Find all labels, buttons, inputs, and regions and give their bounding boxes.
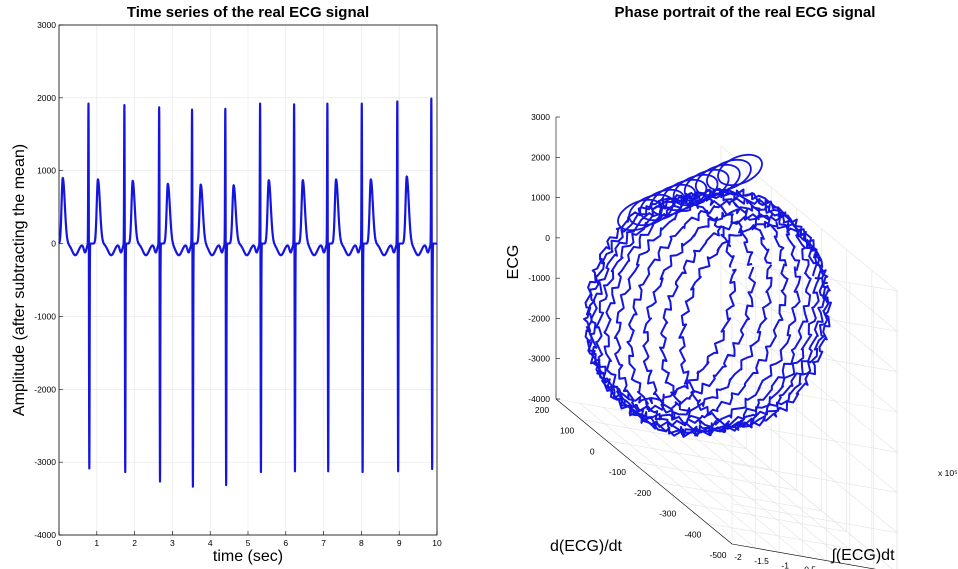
x-axis-line [731, 543, 876, 569]
floor-gridline [681, 502, 847, 532]
y-tick-label: -3000 [34, 457, 56, 467]
y3d-tick-label: 0 [590, 446, 595, 456]
floor-gridline [631, 460, 797, 491]
phase-portrait-series [583, 153, 832, 438]
phase-loop [659, 213, 830, 433]
z-tick-label: -3000 [528, 354, 550, 364]
wall-gridline [731, 503, 898, 534]
ecg-series-line [57, 97, 439, 488]
x3d-tick-label: -1 [781, 560, 789, 569]
y3d-tick-label: -300 [659, 509, 676, 519]
y-tick-label: 0 [51, 239, 56, 249]
z-tick-label: 1000 [531, 193, 550, 203]
phase-portrait-title: Phase portrait of the real ECG signal [615, 4, 876, 21]
x-tick-label: 5 [246, 538, 251, 548]
z-tick-label: -2000 [528, 313, 550, 323]
y3d-tick-label: -500 [709, 550, 726, 560]
phase-portrait-y-ticks: 200 100 0 -100 -200 -300 -400 -500 [535, 405, 727, 560]
x-tick-label: 4 [208, 538, 213, 548]
phase-loop [583, 196, 737, 405]
phase-loop [603, 187, 802, 436]
z-tick-label: 3000 [531, 112, 550, 122]
wall-gridline [720, 427, 893, 569]
x-tick-label: 2 [132, 538, 137, 548]
y-tick-label: -1000 [34, 311, 56, 321]
time-series-grid [58, 24, 438, 536]
floor-gridline [673, 419, 851, 565]
floor-gridline [602, 407, 780, 553]
y-tick-label: 1000 [37, 166, 56, 176]
y3d-tick-label: -400 [684, 529, 701, 539]
x-tick-label: 0 [57, 538, 62, 548]
time-series-ylabel: Amplitude (after subtracting the mean) [11, 144, 28, 416]
phase-loop [678, 220, 832, 429]
floor-gridline [650, 415, 827, 561]
x-tick-label: 10 [432, 538, 442, 548]
time-series-x-ticks: 0 1 2 3 4 5 6 7 8 9 10 [57, 531, 442, 548]
y-tick-label: -2000 [34, 384, 56, 394]
phase-portrait-ylabel: d(ECG)/dt [550, 538, 623, 555]
x-tick-label: 3 [170, 538, 175, 548]
time-series-plot: Time series of the real ECG signal 0 1 2 3 4… [11, 4, 442, 565]
x3d-tick-label: -0.5 [801, 564, 816, 569]
x-tick-label: 7 [321, 538, 326, 548]
phase-portrait-z-ticks: 3000 2000 1000 0 -1000 -2000 -3000 -4000 [528, 112, 560, 404]
z-tick-label: -1000 [528, 273, 550, 283]
floor-gridline [626, 411, 803, 557]
x3d-tick-label: -2 [734, 552, 742, 562]
wall-gridline [720, 306, 898, 453]
phase-loop [613, 189, 812, 438]
x-tick-label: 8 [359, 538, 364, 548]
y-tick-label: 3000 [37, 20, 56, 30]
time-series-xlabel: time (sec) [213, 548, 283, 565]
time-series-title: Time series of the real ECG signal [127, 4, 369, 21]
phase-portrait-x-multiplier: x 10⁵ [938, 468, 958, 478]
floor-gridline [656, 481, 822, 512]
phase-portrait-xlabel: ∫(ECG)dt [830, 547, 895, 564]
wall-gridline [720, 347, 898, 493]
wall-gridline [720, 387, 898, 533]
floor-gridline [579, 402, 756, 549]
x-tick-label: 1 [94, 538, 99, 548]
y-tick-label: 2000 [37, 93, 56, 103]
floor-gridline [697, 423, 874, 569]
y3d-tick-label: 200 [535, 405, 549, 415]
time-series-y-ticks: 3000 2000 1000 0 -1000 -2000 -3000 -4000 [34, 20, 63, 540]
x-tick-label: 9 [397, 538, 402, 548]
y3d-tick-label: -200 [634, 488, 651, 498]
phase-loop [642, 204, 826, 434]
wall-gridline [731, 422, 898, 453]
y3d-tick-label: -100 [609, 467, 626, 477]
z-tick-label: -4000 [528, 394, 550, 404]
phase-portrait-zlabel: ECG [505, 245, 522, 280]
wall-gridline [731, 463, 898, 493]
z-tick-label: 2000 [531, 152, 550, 162]
phase-loop [589, 191, 773, 421]
z-tick-label: 0 [545, 233, 550, 243]
floor-gridline [706, 522, 872, 553]
phase-loop [626, 197, 820, 437]
wall-gridline [731, 261, 898, 292]
y-tick-label: -4000 [34, 530, 56, 540]
phase-loop [595, 188, 789, 428]
phase-portrait-plot: Phase portrait of the real ECG signal 30… [505, 4, 958, 569]
x-tick-label: 6 [283, 538, 288, 548]
floor-gridline [606, 440, 772, 470]
x3d-tick-label: -1.5 [754, 556, 769, 566]
phase-coil [717, 153, 763, 187]
floor-gridline [581, 419, 747, 450]
y-axis-line [555, 398, 733, 545]
y3d-tick-label: 100 [560, 426, 574, 436]
